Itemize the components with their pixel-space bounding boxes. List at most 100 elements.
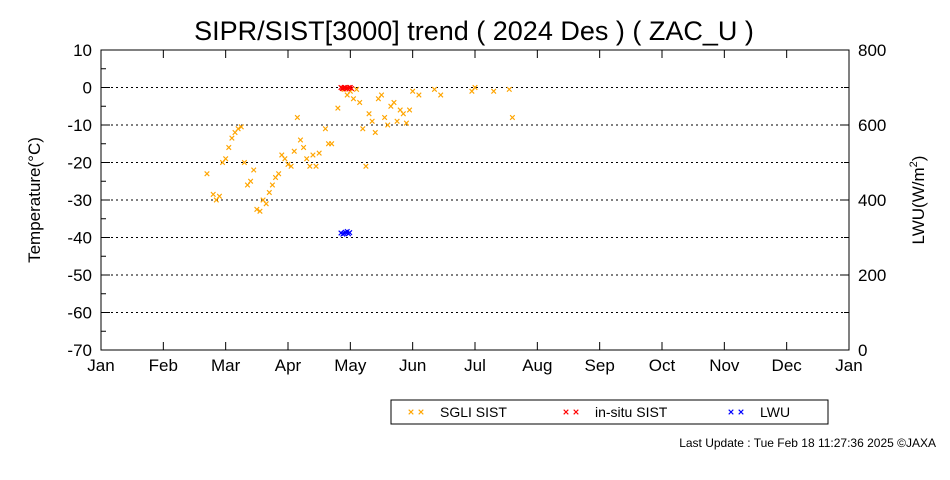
y-tick-label: 10 xyxy=(73,41,92,60)
x-tick-label: Feb xyxy=(149,356,178,375)
data-point xyxy=(431,86,438,93)
data-point xyxy=(347,229,353,236)
data-point xyxy=(313,163,319,169)
data-point xyxy=(226,144,232,151)
x-tick-label: Nov xyxy=(709,356,740,375)
y-tick-label: -20 xyxy=(67,154,92,173)
data-point xyxy=(353,86,360,93)
data-point xyxy=(403,120,410,126)
data-point xyxy=(472,84,478,91)
x-tick-label: Jan xyxy=(835,356,862,375)
data-point xyxy=(328,141,335,147)
legend-marker xyxy=(563,409,569,415)
series-lwu xyxy=(338,228,353,237)
data-point xyxy=(297,137,304,143)
x-tick-label: Oct xyxy=(649,356,676,375)
data-point xyxy=(378,92,385,98)
data-point xyxy=(350,96,357,102)
data-point xyxy=(406,107,413,113)
x-tick-label: Mar xyxy=(211,356,241,375)
data-point xyxy=(348,85,355,92)
data-point xyxy=(316,150,322,156)
data-point xyxy=(266,189,272,196)
data-point xyxy=(257,208,263,214)
y2-tick-labels: 800 600 400 200 0 xyxy=(858,41,886,360)
y-tick-label: -10 xyxy=(67,116,92,135)
x-tick-label: Apr xyxy=(275,356,302,375)
data-point xyxy=(381,114,388,121)
y-tick-label: -40 xyxy=(67,229,92,248)
data-point xyxy=(204,171,210,177)
data-point xyxy=(263,201,269,207)
data-point xyxy=(335,105,341,111)
data-point xyxy=(210,191,216,198)
y-tick-label: -70 xyxy=(67,341,92,360)
data-point xyxy=(506,86,512,93)
data-point xyxy=(310,152,316,158)
axis-ticks xyxy=(100,49,850,351)
series-in-situ-sist xyxy=(338,84,355,92)
x-tick-label: Dec xyxy=(772,356,803,375)
data-point xyxy=(269,182,276,188)
data-point xyxy=(254,206,260,213)
legend-label: SGLI SIST xyxy=(440,404,507,420)
data-point xyxy=(409,88,416,94)
data-point xyxy=(394,118,400,124)
y-tick-label: -50 xyxy=(67,266,92,285)
data-point xyxy=(288,163,294,169)
legend-marker xyxy=(738,409,744,415)
data-point xyxy=(285,161,291,168)
legend-label: in-situ SIST xyxy=(595,404,668,420)
y-tick-label: 0 xyxy=(83,79,92,98)
last-update-text: Last Update : Tue Feb 18 11:27:36 2025 ©… xyxy=(679,436,936,450)
data-point xyxy=(216,193,223,199)
data-point xyxy=(229,135,235,141)
data-point xyxy=(294,114,301,121)
x-tick-label: Jan xyxy=(87,356,114,375)
y2-tick-label: 800 xyxy=(858,41,886,60)
data-point xyxy=(275,171,282,177)
y2-tick-label: 0 xyxy=(858,341,867,360)
x-tick-label: Aug xyxy=(522,356,552,375)
data-point xyxy=(360,126,366,132)
legend-marker xyxy=(418,409,424,415)
y-tick-label: -30 xyxy=(67,191,92,210)
legend-marker xyxy=(573,409,579,415)
data-point xyxy=(238,124,244,130)
series-sgli-sist xyxy=(204,84,516,214)
data-point xyxy=(369,118,375,124)
data-point xyxy=(291,148,297,154)
data-point xyxy=(363,163,369,169)
data-point xyxy=(509,114,516,121)
y-tick-labels: 10 0 -10 -20 -30 -40 -50 -60 -70 xyxy=(67,41,92,360)
legend-marker xyxy=(408,409,414,415)
data-point xyxy=(343,86,349,92)
x-tick-label: Sep xyxy=(585,356,615,375)
data-point xyxy=(366,111,372,117)
data-point xyxy=(307,163,313,169)
x-tick-label: Jun xyxy=(399,356,426,375)
chart-title: SIPR/SIST[3000] trend ( 2024 Des ) ( ZAC… xyxy=(194,16,754,46)
legend-box xyxy=(390,399,829,425)
data-point xyxy=(251,167,257,173)
data-point xyxy=(241,159,248,166)
y2-tick-label: 600 xyxy=(858,116,886,135)
data-point xyxy=(400,111,407,117)
grid-lines xyxy=(101,87,849,313)
legend: SGLI SIST in-situ SIST LWU xyxy=(390,399,829,425)
y-axis-title: Temperature(°C) xyxy=(25,137,44,263)
y2-axis-title: LWU(W/m2) xyxy=(908,156,928,245)
data-point xyxy=(222,156,229,162)
x-tick-labels: Jan Feb Mar Apr May Jun Jul Aug Sep Oct Nov Dec Jan xyxy=(87,356,862,375)
data-point xyxy=(235,126,241,132)
data-point xyxy=(385,122,391,128)
x-tick-label: May xyxy=(334,356,367,375)
data-point xyxy=(391,99,397,106)
data-points xyxy=(204,84,516,237)
legend-label: LWU xyxy=(760,404,790,420)
data-point xyxy=(416,92,422,98)
data-point xyxy=(300,144,307,151)
data-point xyxy=(356,99,363,106)
data-point xyxy=(304,156,310,162)
data-point xyxy=(491,88,497,94)
